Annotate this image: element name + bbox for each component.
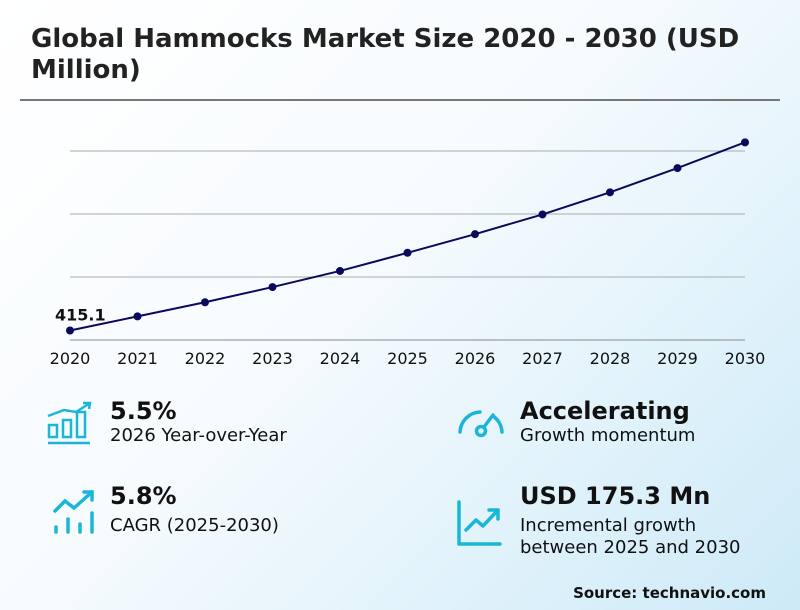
x-tick-label: 2028 bbox=[590, 349, 631, 368]
kpi-value: USD 175.3 Mn bbox=[520, 482, 711, 510]
x-tick-label: 2024 bbox=[320, 349, 361, 368]
x-tick-label: 2020 bbox=[50, 349, 91, 368]
data-label: 415.1 bbox=[55, 305, 106, 324]
x-tick-label: 2027 bbox=[522, 349, 563, 368]
line-chart: 2020 2021 2022 2023 2024 2025 2026 2027 2028 2029… bbox=[50, 138, 766, 368]
data-point bbox=[336, 266, 344, 275]
data-point bbox=[673, 164, 682, 173]
kpi-incremental: USD 175.3 Mn Incremental growth between … bbox=[520, 482, 740, 559]
data-point bbox=[66, 326, 74, 335]
kpi-momentum: Accelerating Growth momentum bbox=[520, 397, 695, 447]
bar-chart-growth-icon bbox=[47, 401, 92, 445]
kpi-label: CAGR (2025-2030) bbox=[110, 515, 279, 536]
kpi-label-line2: between 2025 and 2030 bbox=[520, 537, 741, 558]
data-point bbox=[538, 210, 547, 219]
speedometer-icon bbox=[458, 410, 504, 438]
page-title: Global Hammocks Market Size 2020 - 2030 … bbox=[31, 24, 740, 85]
kpi-label-line1: Incremental growth bbox=[520, 515, 697, 536]
kpi-label: 2026 Year-over-Year bbox=[110, 425, 287, 446]
series-line bbox=[69, 141, 746, 332]
data-point bbox=[133, 312, 142, 321]
data-point bbox=[268, 283, 277, 292]
kpi-label: Growth momentum bbox=[520, 425, 696, 446]
data-point bbox=[606, 188, 614, 197]
title-divider bbox=[20, 99, 780, 101]
x-tick-label: 2021 bbox=[117, 349, 158, 368]
data-point bbox=[471, 230, 479, 239]
kpi-cagr: 5.8% CAGR (2025-2030) bbox=[110, 482, 279, 537]
x-tick-label: 2022 bbox=[185, 349, 226, 368]
kpi-value: 5.8% bbox=[110, 482, 177, 510]
data-point bbox=[741, 138, 749, 147]
x-tick-label: 2023 bbox=[252, 349, 293, 368]
x-tick-label: 2025 bbox=[387, 349, 428, 368]
kpi-value: 5.5% bbox=[110, 397, 177, 425]
x-tick-label: 2030 bbox=[725, 349, 766, 368]
data-point bbox=[403, 248, 412, 257]
kpi-value: Accelerating bbox=[520, 397, 690, 425]
line-chart-up-icon bbox=[457, 500, 502, 546]
source-credit: Source: technavio.com bbox=[573, 584, 766, 602]
kpi-yoy: 5.5% 2026 Year-over-Year bbox=[110, 397, 287, 447]
x-tick-label: 2029 bbox=[657, 349, 698, 368]
data-point bbox=[201, 298, 209, 307]
trend-up-bars-icon bbox=[53, 490, 94, 534]
x-tick-label: 2026 bbox=[455, 349, 496, 368]
